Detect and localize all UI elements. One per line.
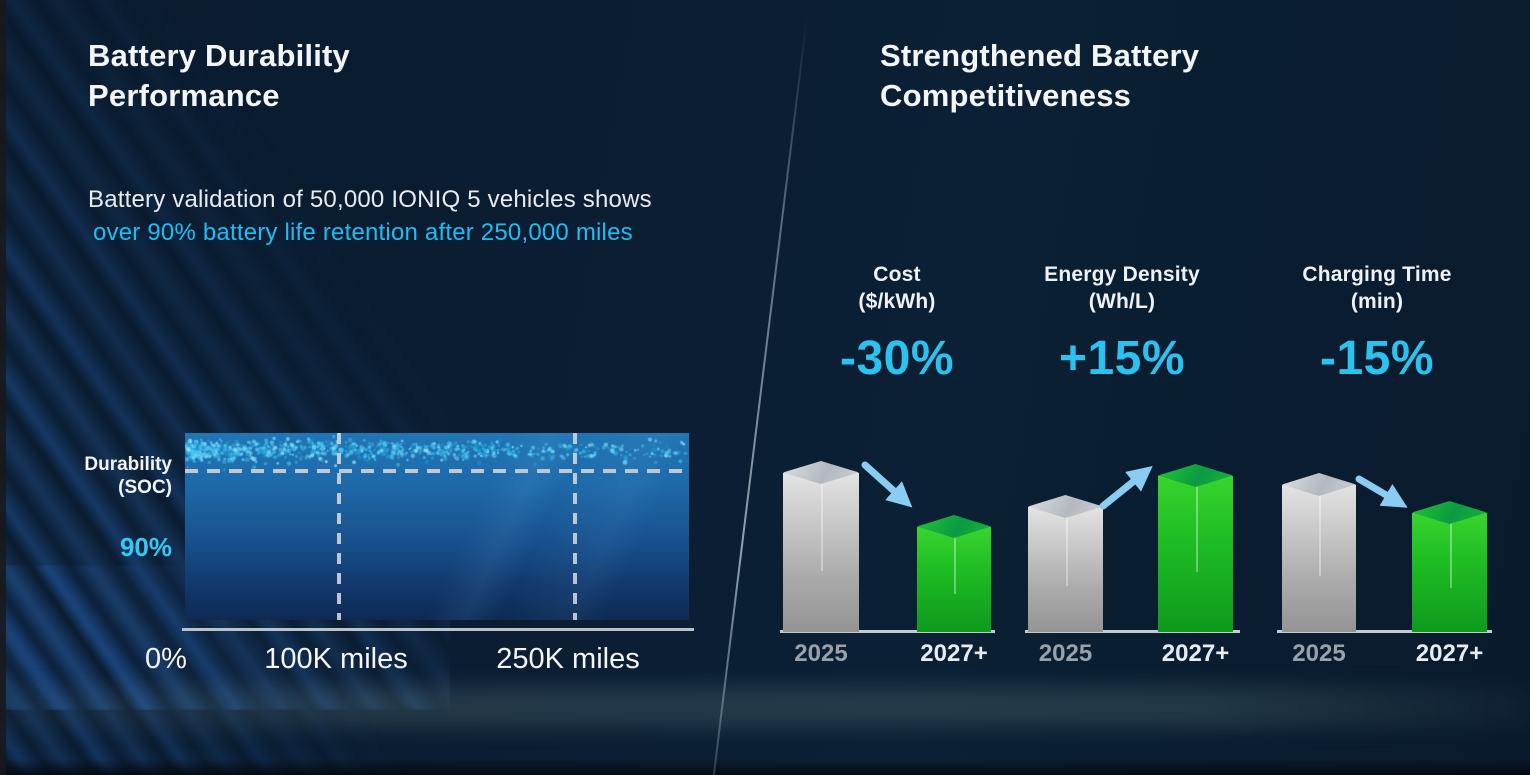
background-horizon-glow — [0, 686, 1530, 728]
gridline-250k-miles — [573, 433, 577, 620]
bar-top-face — [783, 461, 859, 485]
trend-down-arrow-icon — [861, 461, 913, 508]
metric-change-value: -30% — [839, 332, 955, 385]
bar-front-face — [1158, 476, 1233, 632]
metric-change-value: -15% — [1319, 332, 1435, 385]
metric-label: Energy Density (Wh/L) — [1044, 263, 1200, 313]
metric-label: Cost ($/kWh) — [858, 263, 936, 313]
bar-2025-charging-time — [1282, 473, 1356, 632]
gridline-100k-miles — [337, 433, 341, 620]
bottom-vignette — [0, 759, 1530, 775]
bar-label-2025: 2025 — [794, 640, 848, 667]
metric-column-cost: Cost ($/kWh) -30% — [777, 261, 1017, 386]
bar-2027--energy-density — [1158, 464, 1233, 632]
left-subtitle-line2: over 90% battery life retention after 25… — [93, 219, 633, 246]
bar-label-2025: 2025 — [1038, 640, 1093, 667]
bar-top-face — [1158, 464, 1233, 488]
scatter-points-canvas — [185, 433, 689, 620]
bar-label-2025: 2025 — [1292, 640, 1346, 667]
bar-front-face — [917, 527, 991, 632]
bar-label-2027-: 2027+ — [1415, 640, 1484, 667]
bar-front-face — [1412, 513, 1487, 632]
trend-up-arrow-icon — [1099, 465, 1153, 510]
bar-label-2027-: 2027+ — [920, 640, 988, 667]
reference-line-90pct — [185, 469, 689, 473]
durability-scatter-plot — [185, 433, 689, 620]
metric-change-value: +15% — [1058, 332, 1186, 385]
group-baseline — [780, 630, 995, 633]
bar-front-face — [783, 473, 859, 632]
bar-front-face — [1028, 507, 1103, 632]
bar-top-face — [1282, 473, 1356, 497]
x-axis-line — [182, 628, 694, 631]
bar-2025-cost — [783, 461, 859, 632]
group-baseline — [1025, 630, 1240, 633]
metric-column-charging-time: Charging Time (min) -15% — [1257, 261, 1497, 386]
x-tick-0pct: 0% — [145, 643, 187, 675]
left-panel-title: Battery Durability Performance — [88, 38, 350, 113]
left-subtitle-line1: Battery validation of 50,000 IONIQ 5 veh… — [88, 186, 652, 213]
reference-line-label: 90% — [119, 532, 172, 562]
bar-2027--charging-time — [1412, 501, 1487, 632]
x-tick-100k-miles: 100K miles — [264, 643, 408, 675]
y-axis-label: Durability (SOC) — [84, 454, 172, 498]
x-tick-250k-miles: 250K miles — [496, 643, 640, 675]
bar-front-face — [1282, 485, 1356, 632]
metric-label: Charging Time (min) — [1302, 263, 1452, 313]
left-edge-strip — [0, 0, 6, 775]
group-baseline — [1277, 630, 1492, 633]
bar-label-2027-: 2027+ — [1161, 640, 1230, 667]
trend-down-arrow-icon — [1355, 475, 1408, 508]
y-axis-label-block: Durability (SOC) 90% — [38, 430, 172, 582]
bar-2027--cost — [917, 515, 991, 632]
right-panel-title: Strengthened Battery Competitiveness — [880, 38, 1200, 113]
bar-2025-energy-density — [1028, 495, 1103, 632]
metric-column-energy-density: Energy Density (Wh/L) +15% — [1002, 261, 1242, 386]
